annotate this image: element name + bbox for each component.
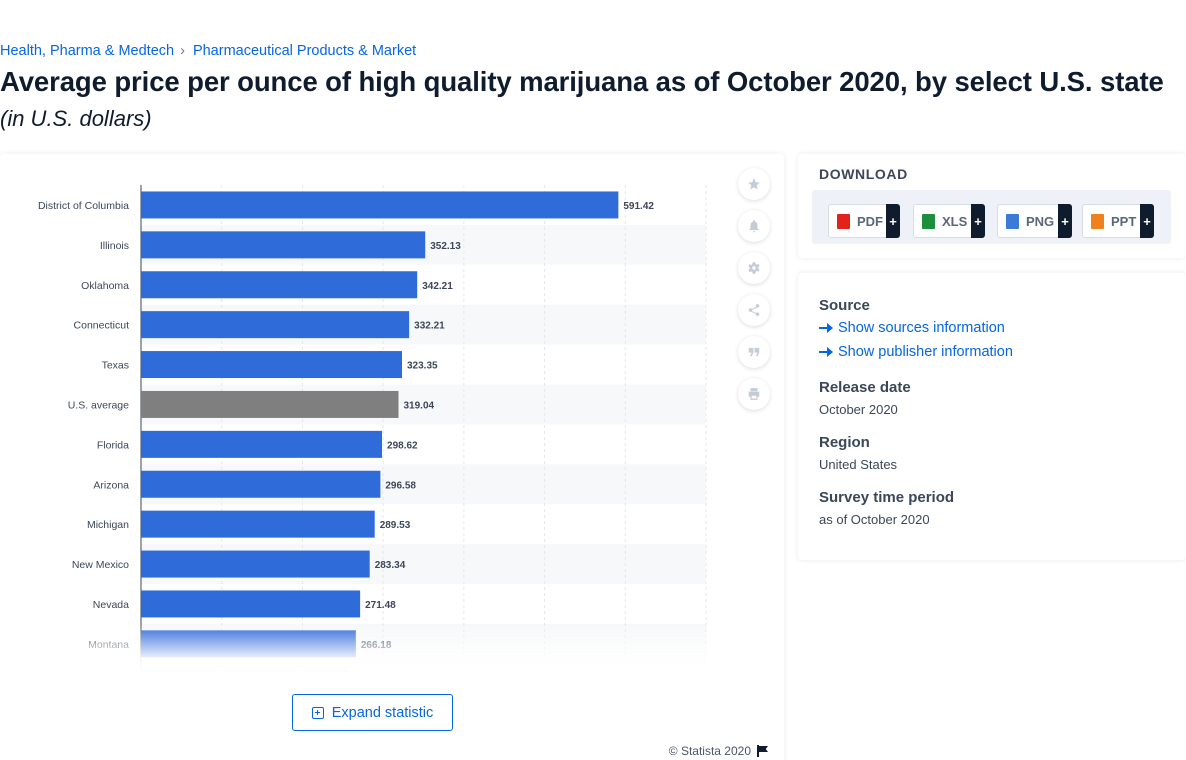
category-label: District of Columbia [38,200,129,212]
bar [141,470,381,498]
chart-fade-overlay [0,624,740,674]
category-label: New Mexico [72,559,129,571]
pdf-file-icon [837,213,850,229]
bar [141,191,619,219]
expand-statistic-label: Expand statistic [331,704,434,721]
source-heading: Source [819,297,870,314]
category-label: Arizona [93,479,129,491]
bar [141,351,402,379]
release-date-heading: Release date [819,379,911,396]
page-title: Average price per ounce of high quality … [0,66,1164,97]
show-sources-link[interactable]: Show sources information [819,320,1005,336]
bar [141,550,370,578]
category-label: Connecticut [74,320,130,332]
star-icon[interactable] [738,168,770,200]
region-value: United States [819,457,898,472]
xls-file-icon [922,213,935,229]
bar [141,271,418,299]
data-label: 296.58 [385,480,416,491]
breadcrumb: Health, Pharma & Medtech › Pharmaceutica… [0,43,416,59]
expand-statistic-button[interactable]: Expand statistic [292,694,453,731]
chart-card: District of Columbia 591.42 Illinois 352.13… [0,154,784,760]
download-title: DOWNLOAD [819,166,908,182]
print-icon[interactable] [738,378,770,410]
data-label: 591.42 [623,201,654,212]
data-label: 332.21 [414,321,445,332]
download-xls-label: XLS [942,213,968,229]
arrow-right-icon [819,347,834,357]
category-label: U.S. average [68,399,129,411]
download-card: DOWNLOAD PDF + XLS + PNG + PPT + [798,154,1186,258]
category-label: Florida [97,439,129,451]
category-label: Oklahoma [81,280,129,292]
download-buttons-row: PDF + XLS + PNG + PPT + [812,190,1171,244]
download-ppt-label: PPT [1111,213,1137,229]
bar [141,590,361,618]
breadcrumb-item-health[interactable]: Health, Pharma & Medtech [0,43,175,59]
info-card: Source Show sources information Show pub… [798,273,1186,560]
bar [141,231,426,259]
data-label: 283.34 [375,560,406,571]
copyright-text: © Statista 2020 [668,744,751,758]
category-label: Texas [102,360,129,372]
show-publisher-label: Show publisher information [838,344,1013,360]
png-file-icon [1006,213,1019,229]
page-subtitle: (in U.S. dollars) [0,106,152,131]
data-label: 323.35 [407,361,438,372]
share-icon[interactable] [738,294,770,326]
data-label: 298.62 [387,440,418,451]
data-label: 352.13 [430,241,461,252]
category-label: Nevada [93,599,129,611]
download-pdf-plus[interactable]: + [886,204,900,238]
data-label: 342.21 [422,281,453,292]
download-png-plus[interactable]: + [1058,204,1072,238]
bar [141,430,383,458]
expand-icon [311,706,324,719]
chart-toolbar [738,168,770,410]
arrow-right-icon [819,323,834,333]
category-label: Michigan [87,519,129,531]
region-heading: Region [819,434,870,451]
category-label: Illinois [100,240,129,252]
download-png-label: PNG [1026,213,1055,229]
bar [141,311,410,339]
download-png-button[interactable]: PNG + [997,204,1072,238]
quote-icon[interactable] [738,336,770,368]
download-xls-button[interactable]: XLS + [913,204,985,238]
copyright: © Statista 2020 [669,744,768,758]
gear-icon[interactable] [738,252,770,284]
release-date-value: October 2020 [819,402,898,417]
survey-period-heading: Survey time period [819,489,955,506]
bar-chart: District of Columbia 591.42 Illinois 352.13… [38,185,707,674]
data-label: 271.48 [365,600,396,611]
download-xls-plus[interactable]: + [971,204,985,238]
data-label: 319.04 [404,400,435,411]
bar [141,390,399,418]
show-sources-label: Show sources information [838,320,1005,336]
data-label: 289.53 [380,520,411,531]
ppt-file-icon [1091,213,1104,229]
download-ppt-button[interactable]: PPT + [1082,204,1154,238]
download-pdf-button[interactable]: PDF + [828,204,900,238]
download-ppt-plus[interactable]: + [1140,204,1154,238]
bell-icon[interactable] [738,210,770,242]
flag-icon[interactable] [757,745,768,757]
show-publisher-link[interactable]: Show publisher information [819,344,1013,360]
bar [141,510,375,538]
breadcrumb-separator: › [180,43,185,59]
survey-period-value: as of October 2020 [819,512,930,527]
breadcrumb-item-pharma[interactable]: Pharmaceutical Products & Market [192,43,417,59]
download-pdf-label: PDF [857,213,883,229]
